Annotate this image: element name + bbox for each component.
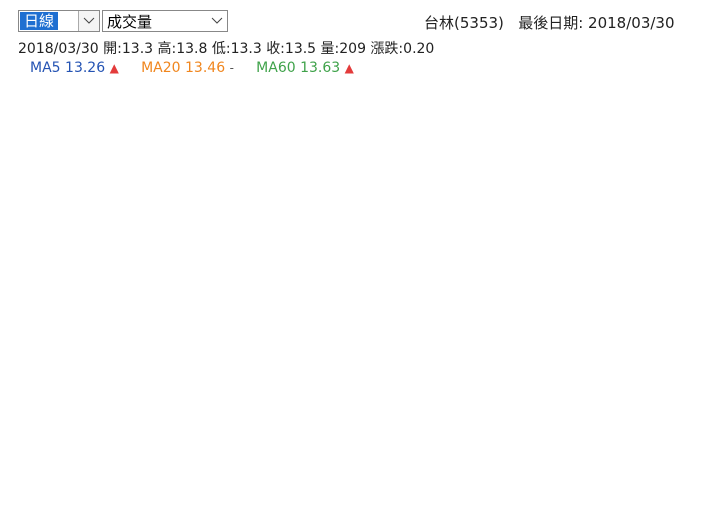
- indicator-select[interactable]: 成交量: [102, 10, 228, 32]
- ma-legend: MA5 13.26 ▲ MA20 13.46 - MA60 13.63 ▲: [30, 60, 376, 76]
- dropdown-arrow: [207, 11, 227, 31]
- legend-name: MA60: [256, 60, 296, 76]
- info-label: 漲跌:: [370, 41, 404, 57]
- info-value: 13.8: [176, 41, 208, 57]
- last-date-label: 最後日期:: [518, 14, 584, 32]
- info-label: :: [334, 41, 340, 57]
- legend-value: 13.26: [65, 60, 106, 76]
- info-value: 13.3: [121, 41, 154, 57]
- period-value: 日線: [20, 12, 59, 30]
- info-value: 209: [339, 41, 366, 57]
- legend-value: 13.46: [185, 60, 226, 76]
- info-line: 2018/03/30 開:13.3 高:13.8 低:13.3 收:13.5 量…: [18, 38, 434, 58]
- info-label: 高:: [157, 41, 177, 57]
- legend-trend: -: [229, 61, 234, 75]
- info-label: 開:: [103, 41, 122, 57]
- info-value: 0.20: [403, 41, 435, 57]
- info-value: 13.5: [284, 41, 317, 57]
- info-value: 13.3: [230, 41, 262, 57]
- indicator-value: 成交量: [107, 13, 153, 31]
- info-label: 低:: [211, 41, 231, 57]
- stock-name: 台林(5353): [424, 14, 504, 32]
- legend-trend: ▲: [344, 61, 354, 75]
- info-date: 2018/03/30: [18, 41, 99, 57]
- info-label: 收:: [266, 41, 285, 57]
- info-label: 量: [320, 41, 335, 57]
- last-date: 2018/03/30: [588, 14, 675, 32]
- stock-header: 台林(5353) 最後日期: 2018/03/30: [424, 12, 675, 33]
- legend-name: MA5: [30, 60, 61, 76]
- legend-value: 13.63: [300, 60, 341, 76]
- legend-name: MA20: [141, 60, 181, 76]
- legend-trend: ▲: [109, 61, 119, 75]
